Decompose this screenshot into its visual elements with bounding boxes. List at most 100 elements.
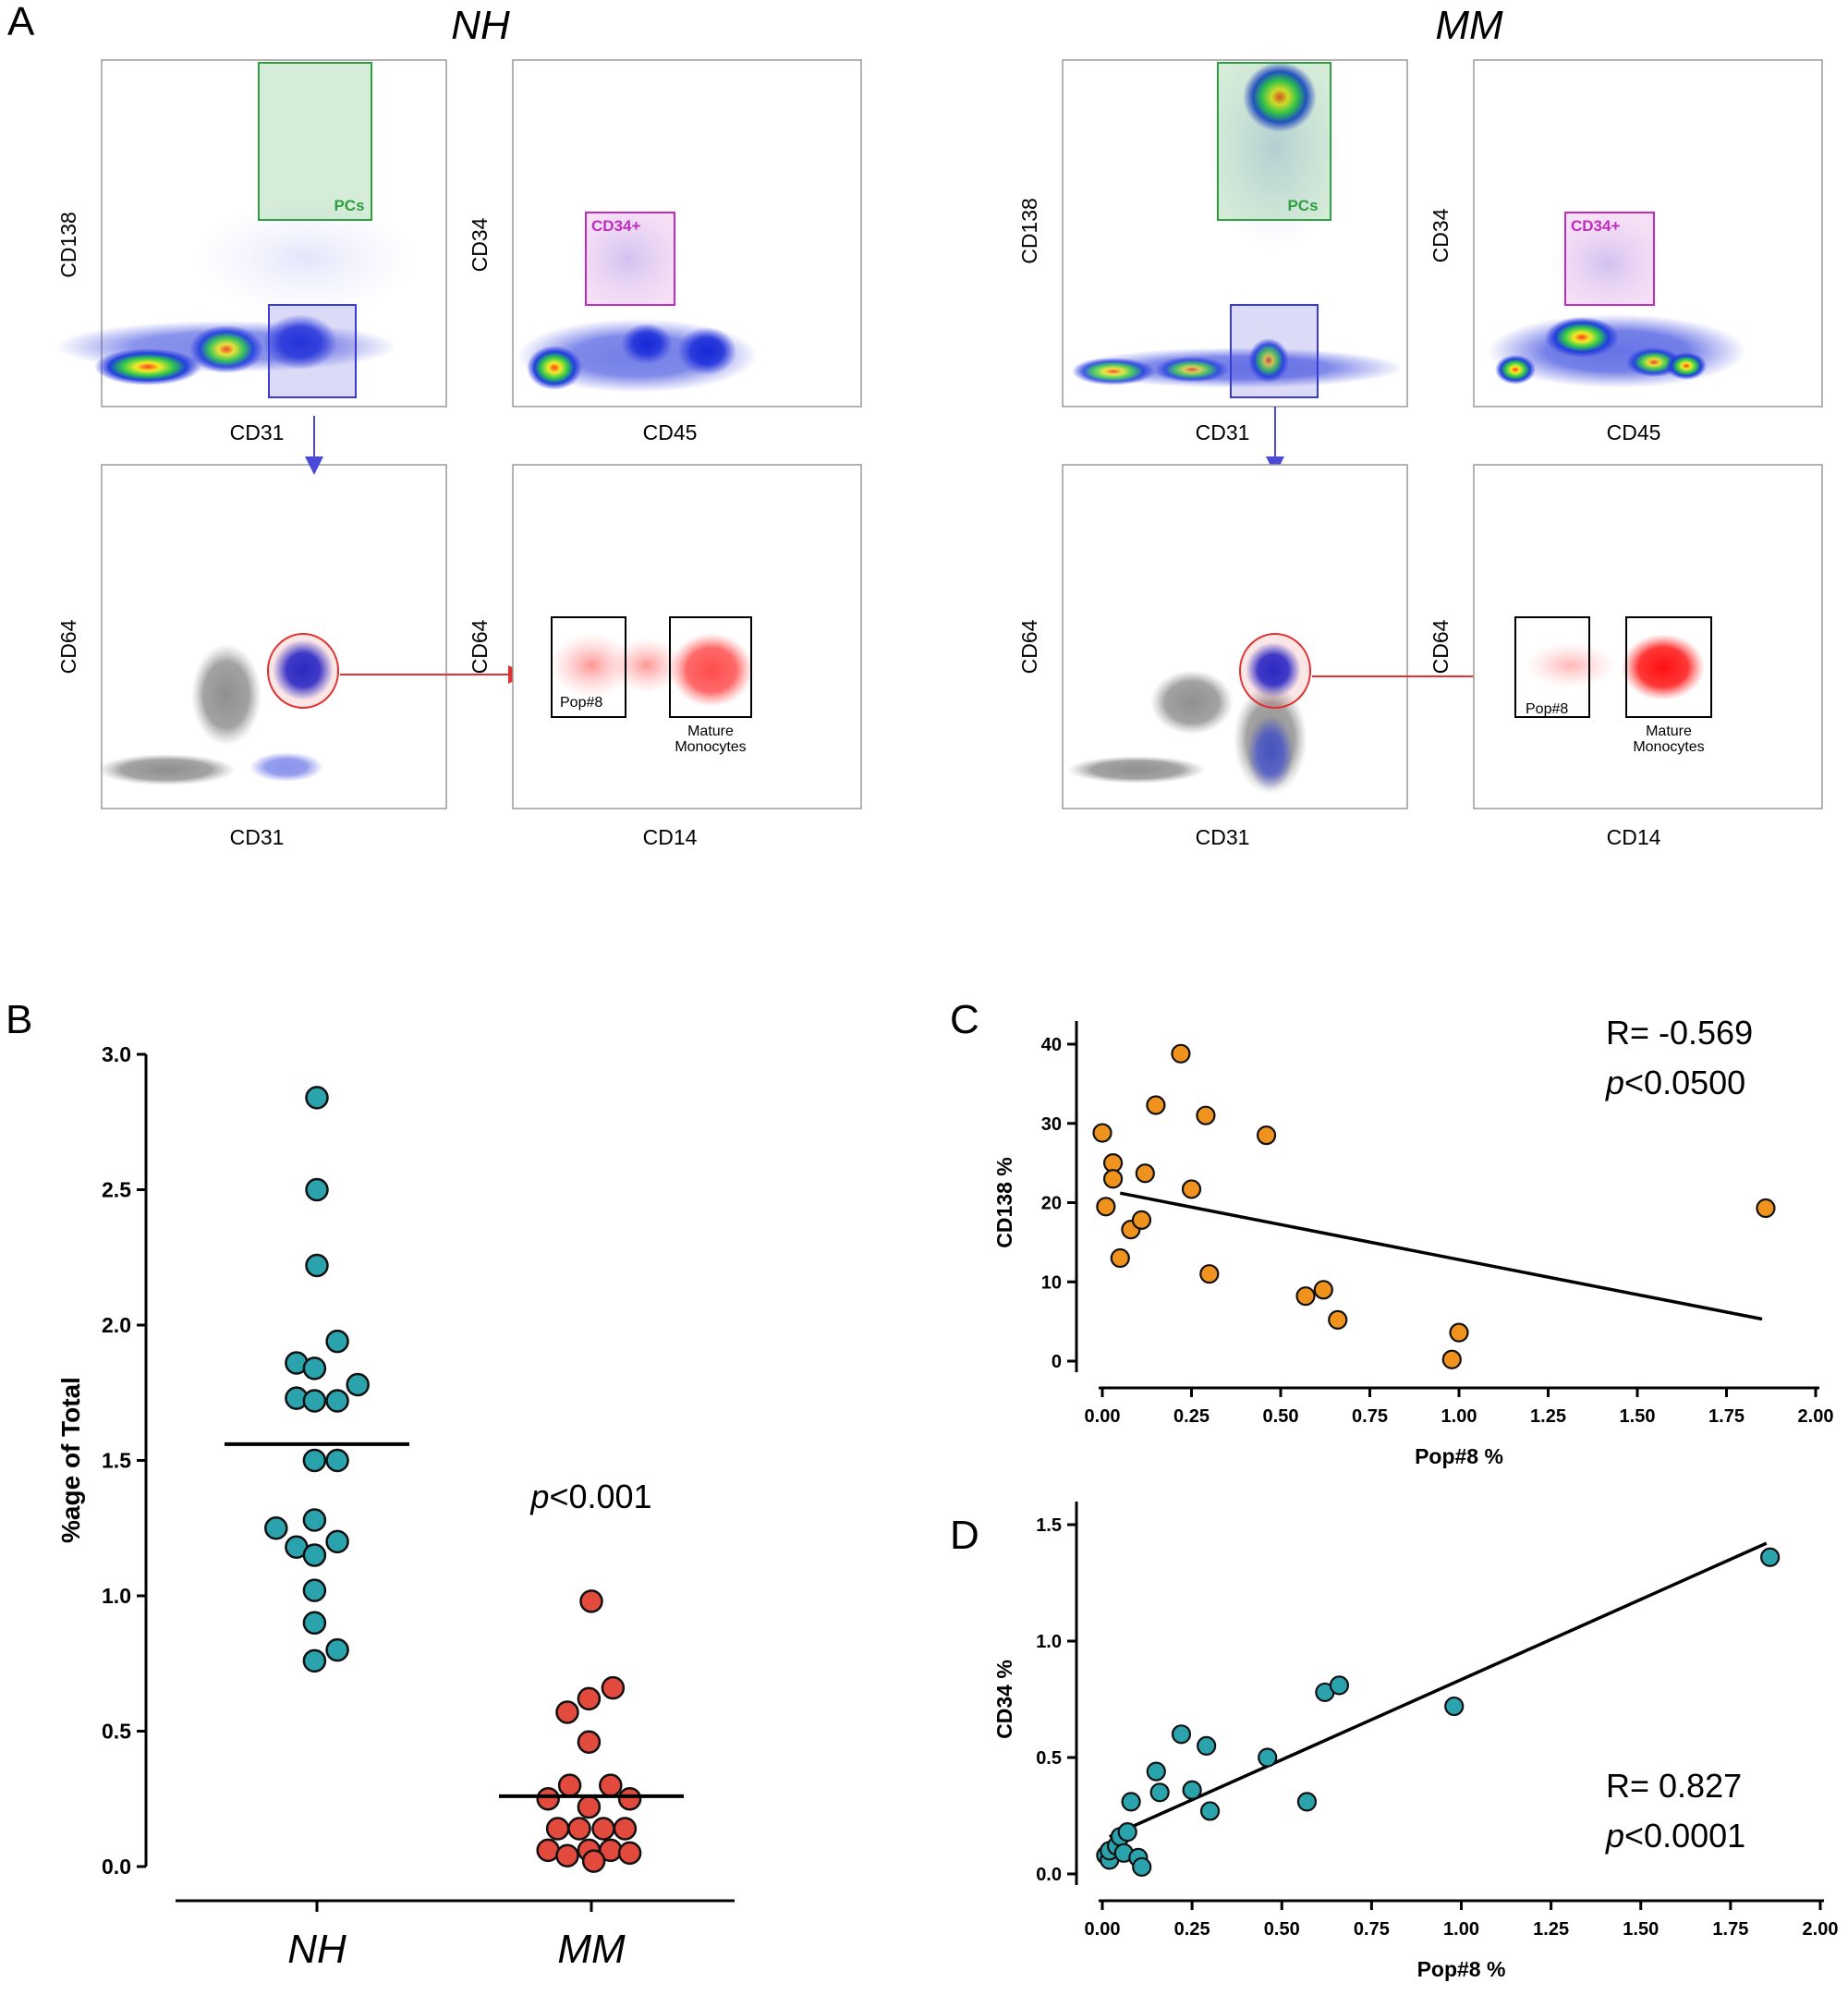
data-point <box>302 1611 327 1636</box>
data-point <box>577 1686 602 1711</box>
gate-mature-monocytes <box>669 616 752 718</box>
data-point <box>617 1787 642 1811</box>
gate-cd31 <box>1230 304 1319 398</box>
p-value-number: <0.0001 <box>1624 1817 1745 1855</box>
data-point <box>536 1838 560 1863</box>
y-tick-label: 1.0 <box>102 1584 131 1608</box>
data-point <box>601 1675 626 1700</box>
x-tick-label: 1.50 <box>1623 1919 1659 1940</box>
data-point <box>579 1589 603 1613</box>
data-point <box>1441 1349 1462 1369</box>
axis-label-y: CD64 <box>56 619 80 674</box>
data-point <box>325 1637 349 1662</box>
y-tick-label: 0.5 <box>102 1720 131 1744</box>
p-value-annotation: p<0.001 <box>529 1478 651 1515</box>
data-point <box>1313 1280 1333 1300</box>
y-tick-label: 40 <box>1041 1035 1062 1055</box>
y-tick-label: 3.0 <box>102 1042 131 1066</box>
data-point <box>1132 1856 1152 1878</box>
gate-label-mature: Mature <box>1646 724 1692 739</box>
gate-label-pop8: Pop#8 <box>1526 701 1568 717</box>
axis-label-x: CD45 <box>1607 420 1661 444</box>
data-point <box>599 1773 623 1797</box>
data-point <box>545 1817 570 1841</box>
x-tick-label: 1.50 <box>1620 1406 1656 1427</box>
data-point <box>346 1372 370 1397</box>
gate-cd34plus <box>585 212 675 306</box>
gate-mature-monocytes <box>1625 616 1712 718</box>
gate-label-cd34plus: CD34+ <box>1571 217 1620 235</box>
axis-label-x: CD14 <box>1607 825 1661 849</box>
gate-monocytes <box>267 633 339 709</box>
data-point <box>613 1817 638 1841</box>
axis-label-y: CD138 <box>1017 198 1041 264</box>
data-point <box>1149 1782 1170 1803</box>
panel-letter-c: C <box>950 997 979 1042</box>
regression-line <box>1119 1191 1763 1321</box>
facs-plot-nh-cd138-cd31: PCs CD31 CD138 <box>55 59 447 444</box>
facs-plot-mm-cd138-cd31: PCs CD31 CD138 <box>1017 46 1408 475</box>
data-point <box>617 1841 642 1866</box>
gate-pop8 <box>1514 616 1590 718</box>
facs-plot-mm-cd64-cd31: CD31 CD64 <box>1017 464 1493 849</box>
gate-cd31 <box>268 304 357 398</box>
axis-label-x: CD31 <box>230 825 285 849</box>
data-point <box>1096 1197 1116 1217</box>
data-point <box>1329 1675 1350 1696</box>
gate-pop8 <box>551 616 626 718</box>
series-mm <box>499 1589 684 1873</box>
regression-line <box>1109 1541 1768 1839</box>
panel-letter-d: D <box>950 1513 979 1558</box>
y-tick-label: 0 <box>1052 1352 1062 1372</box>
gate-label-monocytes: Monocytes <box>1633 739 1704 755</box>
y-tick-label: 20 <box>1041 1194 1062 1214</box>
facs-plot-mm-cd64-cd14: Pop#8 Mature Monocytes CD14 CD64 <box>1429 464 1823 849</box>
y-tick-label: 0.0 <box>102 1855 131 1879</box>
data-point <box>1092 1123 1112 1143</box>
data-point <box>1197 1735 1217 1757</box>
data-point <box>1171 1043 1191 1064</box>
data-point <box>1146 1761 1166 1782</box>
x-tick-label: 0.75 <box>1354 1919 1390 1940</box>
chart-b: 0.0 0.5 1.0 1.5 2.0 2.5 3.0 %age of Total NH MM p<… <box>56 1042 735 1972</box>
axis-label-y: CD34 <box>1429 208 1453 262</box>
gate-label-pcs: PCs <box>1287 197 1318 214</box>
chart-c: 0 10 20 30 40 0.00 0.25 0.50 0.75 1.00 1.25 1.50 1.7… <box>992 1014 1833 1468</box>
data-point <box>555 1700 579 1724</box>
data-point <box>1256 1125 1277 1146</box>
gate-label-monocytes: Monocytes <box>675 739 746 755</box>
axis-label-y: CD64 <box>1017 619 1041 674</box>
x-tick-label: NH <box>287 1927 346 1972</box>
data-point <box>1135 1163 1155 1184</box>
x-tick-label: 0.50 <box>1264 1919 1300 1940</box>
data-point <box>567 1817 591 1841</box>
p-value-annotation: p<0.0001 <box>1605 1817 1745 1855</box>
gate-pcs <box>258 62 372 221</box>
data-point <box>325 1329 349 1354</box>
y-tick-label: 1.5 <box>1036 1515 1062 1536</box>
data-point <box>577 1794 602 1819</box>
data-point <box>1196 1105 1216 1125</box>
data-point <box>1444 1696 1465 1717</box>
x-tick-label: 0.25 <box>1173 1406 1210 1427</box>
axis-label-x: CD31 <box>1196 825 1250 849</box>
y-axis-label: CD138 % <box>992 1157 1016 1247</box>
data-point <box>1756 1198 1776 1219</box>
data-point <box>1296 1792 1318 1812</box>
data-point <box>1258 1747 1278 1768</box>
p-value-letter: p <box>1605 1064 1624 1101</box>
gate-cd34plus <box>1564 212 1655 306</box>
p-value-number: <0.0500 <box>1624 1064 1745 1101</box>
series-points <box>1092 1043 1776 1369</box>
panel-letter-a: A <box>7 0 35 44</box>
p-value-annotation: p<0.0500 <box>1605 1064 1745 1101</box>
axis-label-y: CD64 <box>468 619 492 674</box>
data-point <box>302 1508 327 1532</box>
chart-d: 0.0 0.5 1.0 1.5 0.00 0.25 0.50 0.75 1.00 1.25 1.50… <box>992 1502 1838 1981</box>
y-tick-label: 1.0 <box>1036 1632 1062 1652</box>
data-point <box>264 1516 288 1540</box>
y-tick-label: 10 <box>1041 1272 1062 1293</box>
y-axis-label: CD34 % <box>992 1660 1016 1739</box>
x-tick-label: 0.25 <box>1174 1919 1210 1940</box>
